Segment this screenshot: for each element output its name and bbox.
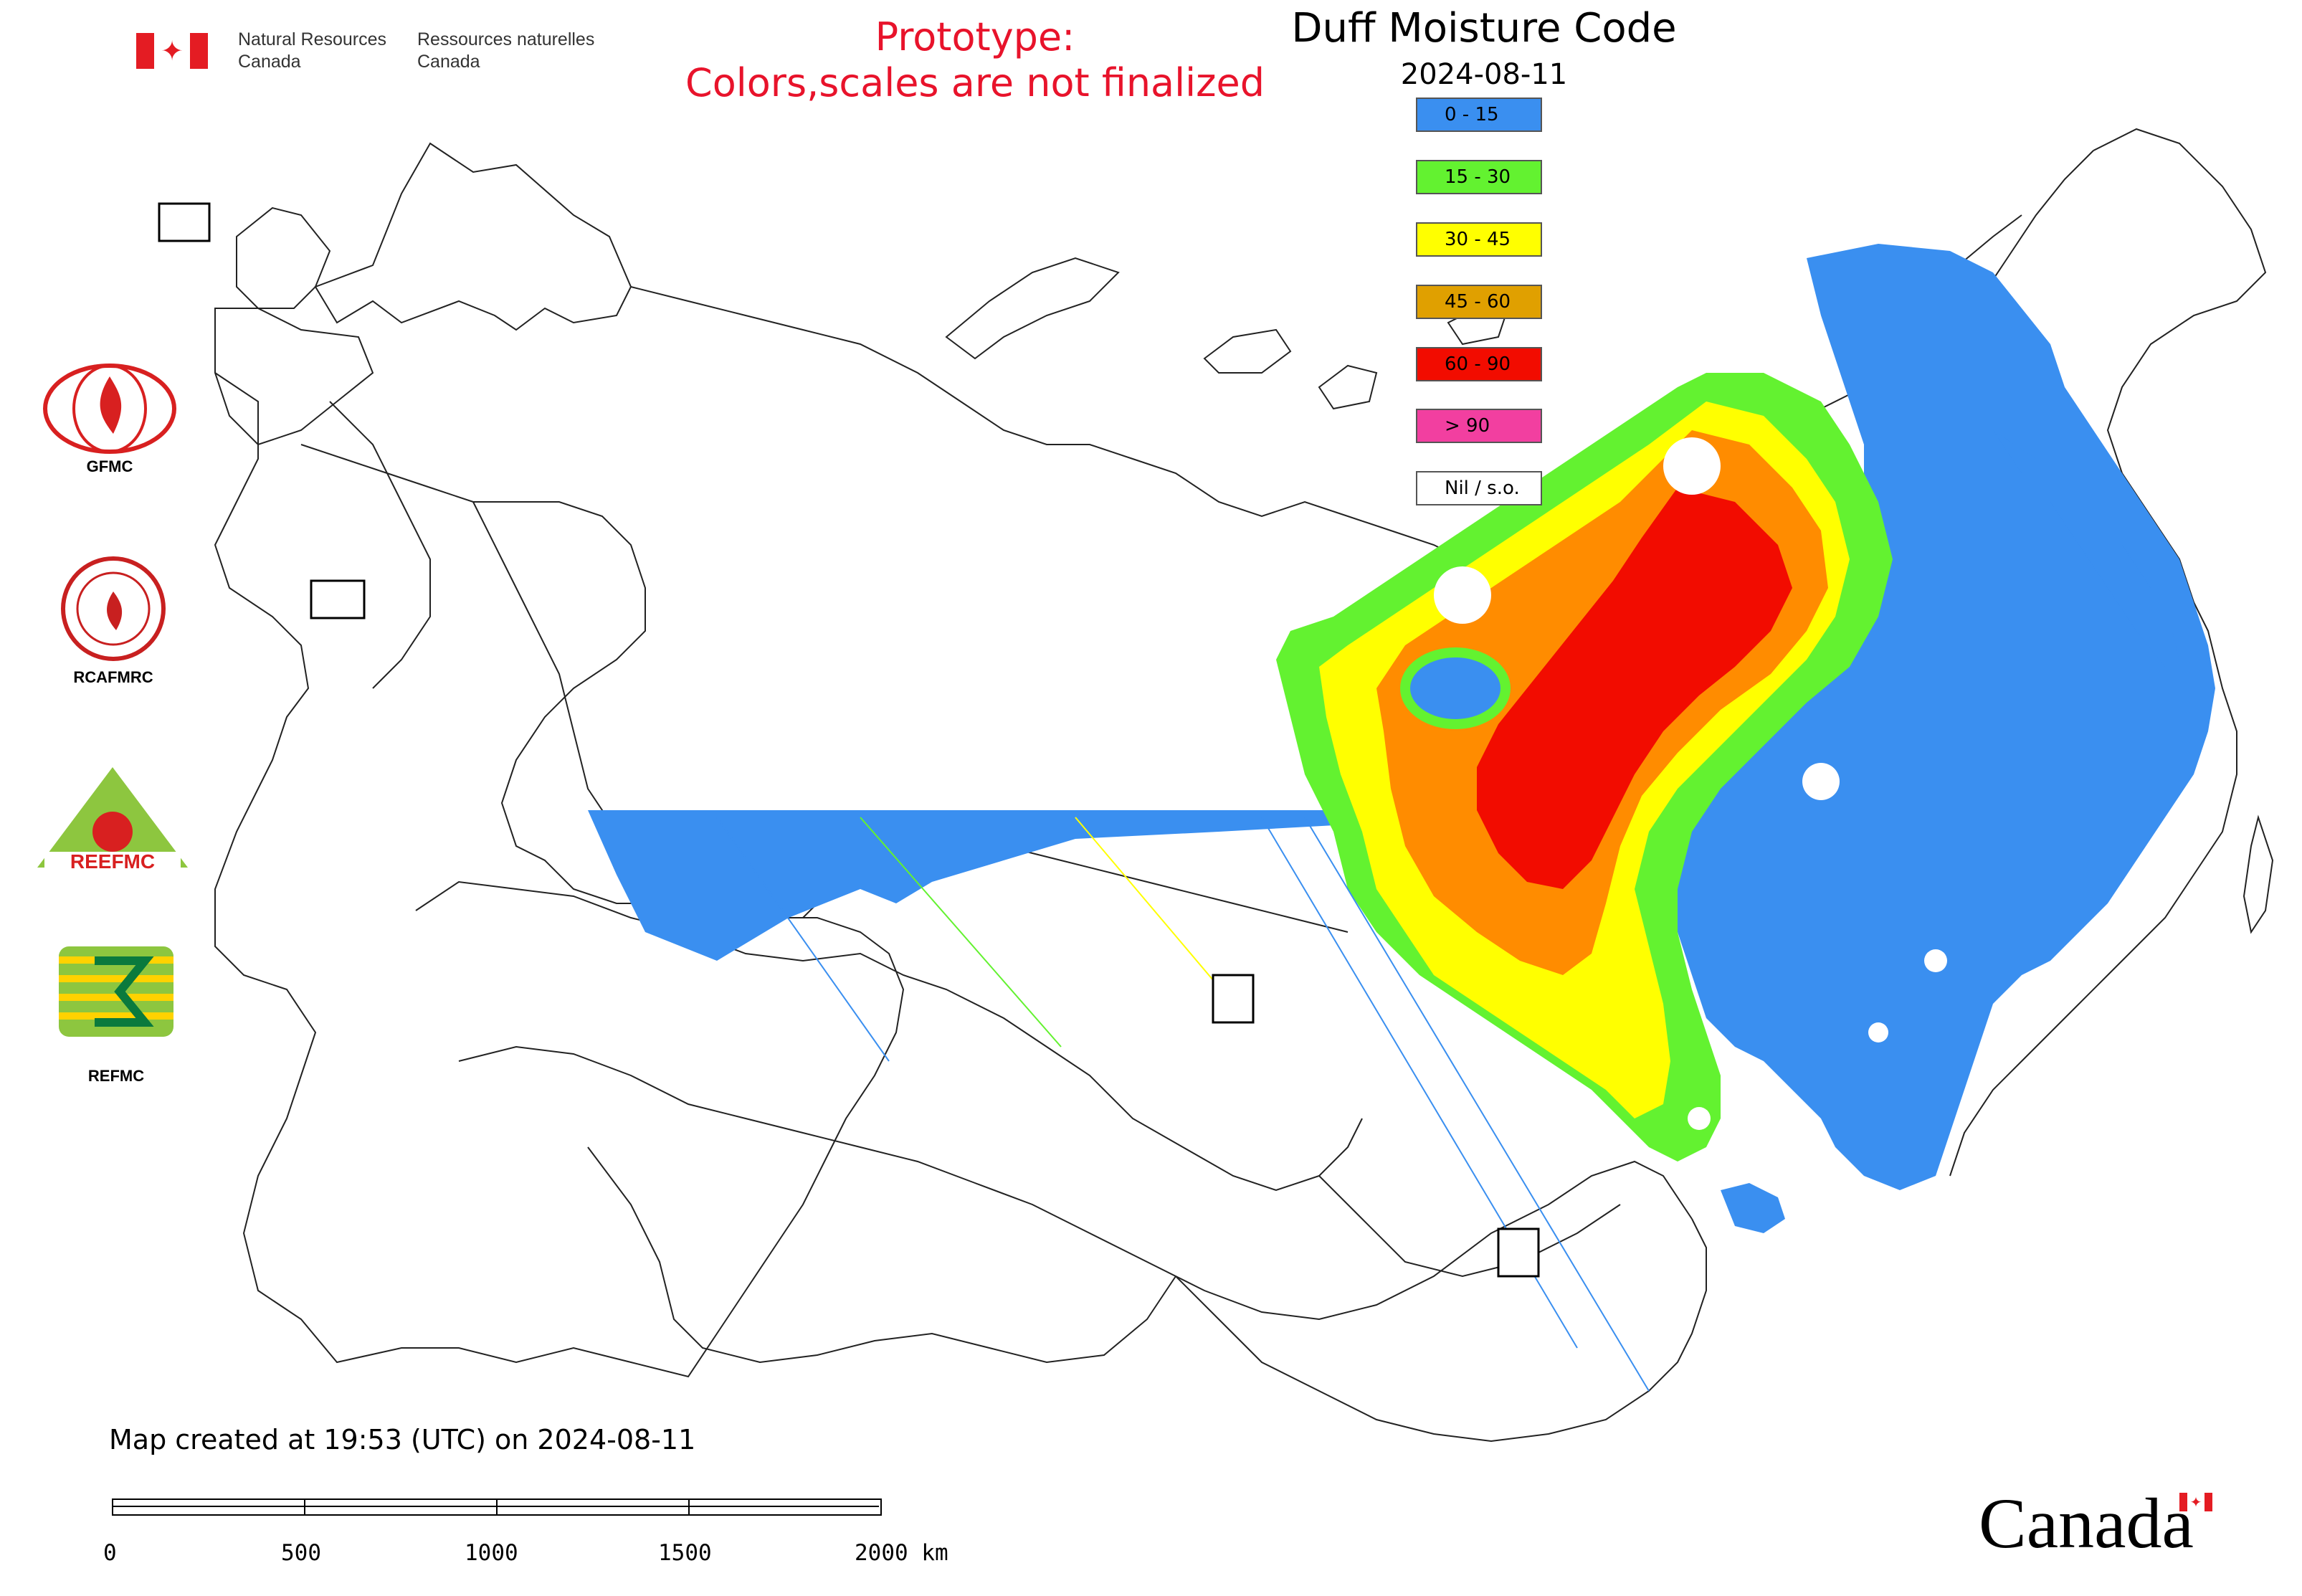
logo-label-gfmc: GFMC: [86, 457, 133, 475]
prototype-warning: Prototype: Colors,scales are not finaliz…: [685, 14, 1265, 105]
map-markers: [158, 202, 1540, 1278]
dmc-data-layer: [588, 244, 2215, 1233]
canada-flag-icon: ✦: [136, 33, 208, 69]
nrcan-signature: ✦ Natural Resources Canada Ressources na…: [136, 29, 638, 79]
map-date: 2024-08-11: [1400, 58, 1568, 91]
map-created-note: Map created at 19:53 (UTC) on 2024-08-11: [109, 1424, 696, 1455]
legend-item: 0 - 15: [1416, 98, 1542, 132]
dmc-class-0-15: [1635, 244, 2215, 1190]
canada-flag-icon: ✦: [2179, 1493, 2212, 1511]
legend-item: 60 - 90: [1416, 347, 1542, 381]
scale-label-500: 500: [281, 1540, 321, 1566]
scale-label-1500: 1500: [658, 1540, 712, 1566]
scale-label-2000: 2000 km: [855, 1540, 948, 1566]
scale-label-0: 0: [103, 1540, 117, 1566]
refmc-logo: [59, 946, 173, 1037]
dmc-class-0-15: [1721, 1183, 1785, 1233]
dmc-class-0-15: [588, 810, 1398, 961]
gfmc-logo: [42, 362, 178, 455]
scale-label-1000: 1000: [465, 1540, 518, 1566]
dmc-class-0-15: [1993, 430, 2179, 667]
legend-item: Nil / s.o.: [1416, 471, 1542, 505]
marker-reefmc: [310, 579, 366, 619]
marker-gfmc: [158, 202, 211, 242]
canada-wordmark-text: Canada: [1979, 1483, 2194, 1563]
maple-leaf-icon: ✦: [161, 35, 184, 67]
rcafmrc-logo: [60, 556, 166, 662]
canada-wordmark: Canada ✦: [1979, 1484, 2222, 1563]
reefmc-logo: [37, 767, 188, 875]
logo-label-reefmc: REEFMC: [70, 850, 156, 873]
dmc-class-60-90: [1477, 488, 1792, 889]
department-name-en: Natural Resources Canada: [238, 29, 387, 72]
logo-label-rcafmrc: RCAFMRC: [73, 668, 153, 686]
marker-refmc: [1212, 974, 1255, 1024]
legend-item: 15 - 30: [1416, 160, 1542, 194]
scale-bar: [112, 1498, 886, 1527]
marker-rcafmrc: [1497, 1227, 1540, 1278]
map-title: Duff Moisture Code: [1291, 5, 1677, 52]
legend-item: > 90: [1416, 409, 1542, 443]
dmc-lake-blue: [1400, 647, 1511, 729]
legend-item: 45 - 60: [1416, 285, 1542, 319]
legend-item: 30 - 45: [1416, 222, 1542, 257]
department-name-fr: Ressources naturelles Canada: [417, 29, 595, 72]
logo-label-refmc: REFMC: [87, 1067, 145, 1085]
